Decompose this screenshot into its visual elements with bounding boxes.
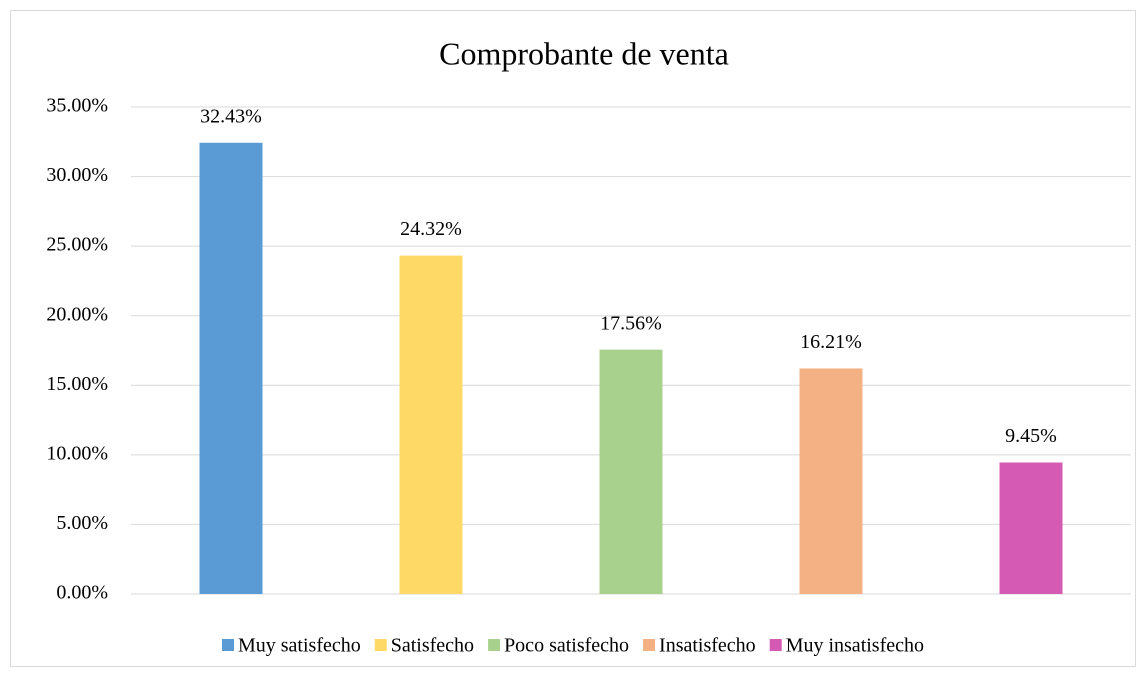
legend-swatch [374, 639, 387, 651]
y-tick-label: 35.00% [46, 95, 108, 117]
legend-swatch [643, 639, 656, 651]
legend-label: Muy insatisfecho [786, 635, 924, 657]
bar [199, 142, 263, 595]
bar [999, 462, 1063, 594]
bar [599, 349, 663, 594]
data-label: 9.45% [1005, 425, 1057, 447]
legend-swatch [769, 639, 782, 651]
y-tick-label: 15.00% [46, 373, 108, 395]
y-tick-label: 25.00% [46, 234, 108, 256]
legend-label: Satisfecho [391, 635, 474, 657]
y-tick-label: 10.00% [46, 442, 108, 464]
data-label: 32.43% [200, 105, 262, 127]
y-tick-label: 30.00% [46, 164, 108, 186]
legend-label: Insatisfecho [659, 635, 756, 657]
bar [399, 255, 463, 595]
legend-swatch [221, 639, 234, 651]
data-label: 17.56% [600, 312, 662, 334]
legend-swatch [488, 639, 501, 651]
legend-label: Poco satisfecho [504, 635, 629, 657]
bar [799, 368, 863, 594]
legend-label: Muy satisfecho [238, 635, 361, 657]
y-tick-label: 5.00% [56, 512, 108, 534]
chart-title: Comprobante de venta [439, 35, 729, 71]
data-label: 16.21% [800, 331, 862, 353]
y-tick-label: 20.00% [46, 303, 108, 325]
chart-border [10, 10, 1136, 667]
data-label: 24.32% [400, 218, 462, 240]
y-tick-label: 0.00% [56, 582, 108, 604]
